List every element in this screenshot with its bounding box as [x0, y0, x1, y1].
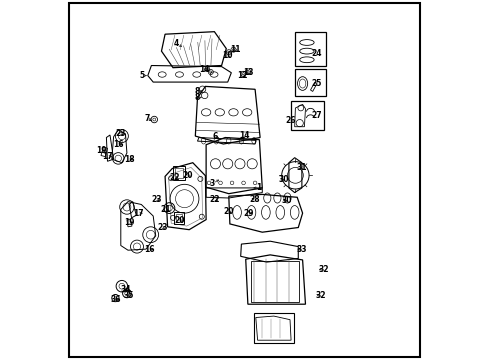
Text: 33: 33	[296, 245, 307, 253]
Text: 14: 14	[199, 65, 210, 74]
Text: 17: 17	[133, 209, 144, 217]
Text: 8: 8	[195, 94, 200, 102]
Text: 20: 20	[182, 171, 193, 180]
Text: 35: 35	[124, 291, 134, 300]
Text: 22: 22	[170, 173, 180, 181]
Bar	[173, 166, 185, 180]
Text: 30: 30	[279, 175, 289, 184]
Text: 10: 10	[222, 51, 232, 60]
Text: 17: 17	[102, 152, 113, 161]
Text: 20: 20	[223, 207, 234, 216]
Text: 19: 19	[97, 146, 107, 155]
Text: 23: 23	[116, 129, 126, 138]
Text: 21: 21	[161, 205, 171, 214]
Bar	[294, 32, 326, 66]
Text: 5: 5	[140, 71, 145, 80]
Text: 23: 23	[157, 223, 168, 232]
Text: 6: 6	[213, 132, 218, 141]
Text: 30: 30	[281, 197, 292, 205]
Text: 23: 23	[151, 195, 162, 204]
Text: 13: 13	[244, 68, 254, 77]
Text: 16: 16	[145, 245, 155, 254]
Text: 29: 29	[244, 209, 254, 217]
Text: 16: 16	[113, 140, 123, 149]
Bar	[176, 214, 182, 222]
Text: 25: 25	[311, 79, 321, 88]
Text: 14: 14	[239, 130, 249, 139]
Text: 8: 8	[195, 87, 200, 96]
Bar	[291, 101, 324, 130]
Text: 28: 28	[250, 195, 260, 204]
Text: 31: 31	[296, 163, 307, 172]
Text: 36: 36	[110, 295, 121, 304]
Text: 20: 20	[174, 216, 185, 225]
Text: 3: 3	[209, 179, 215, 188]
Text: 27: 27	[311, 111, 321, 120]
Text: 32: 32	[316, 292, 326, 300]
Text: 4: 4	[174, 40, 179, 49]
Text: 19: 19	[124, 217, 134, 227]
Bar	[175, 168, 183, 178]
Bar	[174, 212, 184, 224]
Text: 12: 12	[237, 71, 247, 80]
Text: 18: 18	[124, 155, 134, 164]
Bar	[251, 261, 299, 302]
Text: 24: 24	[311, 49, 321, 58]
Text: 26: 26	[286, 116, 296, 125]
Bar	[294, 69, 326, 96]
Text: 11: 11	[230, 45, 240, 54]
Text: 22: 22	[209, 194, 220, 203]
Text: 32: 32	[318, 265, 329, 274]
Text: 34: 34	[120, 284, 131, 294]
Text: 7: 7	[145, 114, 150, 123]
Bar	[254, 313, 294, 343]
Text: 1: 1	[256, 184, 261, 192]
